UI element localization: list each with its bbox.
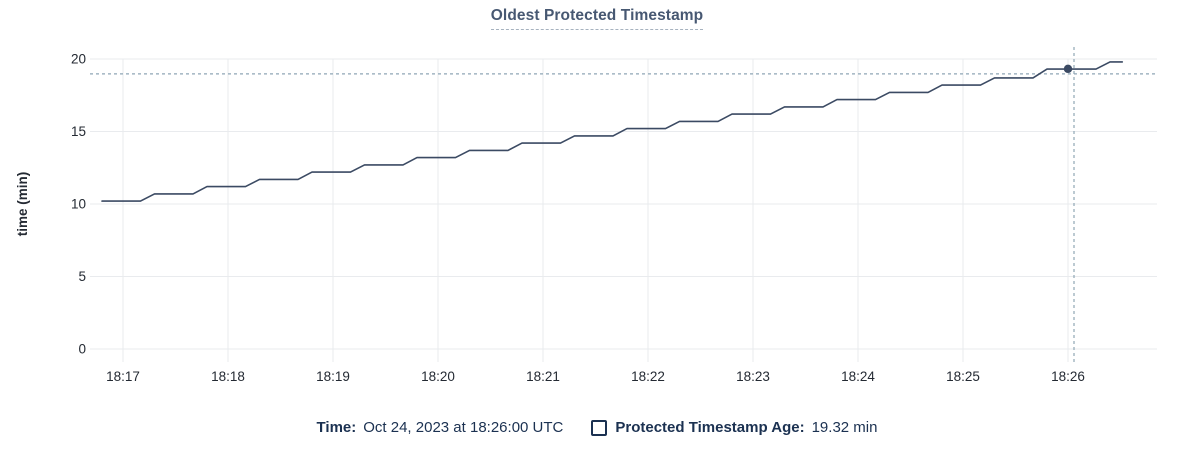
chart-title-row: Oldest Protected Timestamp [0, 7, 1194, 30]
y-tick-label: 20 [71, 52, 86, 67]
x-tick-label: 18:21 [526, 369, 560, 384]
x-tick-label: 18:18 [211, 369, 245, 384]
chart-title[interactable]: Oldest Protected Timestamp [490, 7, 704, 30]
y-tick-label: 15 [71, 124, 86, 139]
y-tick-label: 5 [78, 269, 86, 284]
chart-tooltip-legend: Time: Oct 24, 2023 at 18:26:00 UTC Prote… [0, 419, 1194, 436]
hover-point-dot [1063, 64, 1073, 74]
x-tick-label: 18:26 [1051, 369, 1085, 384]
x-tick-label: 18:20 [421, 369, 455, 384]
time-value: Oct 24, 2023 at 18:26:00 UTC [363, 419, 564, 436]
series-value: 19.32 min [811, 419, 878, 436]
series-readout: Protected Timestamp Age: 19.32 min [591, 419, 877, 436]
time-label: Time: [316, 419, 357, 436]
x-tick-label: 18:22 [631, 369, 665, 384]
series-line [101, 61, 1124, 202]
series-label: Protected Timestamp Age: [615, 419, 805, 436]
y-tick-label: 10 [71, 197, 86, 212]
x-tick-label: 18:17 [106, 369, 140, 384]
chart-canvas[interactable]: 0 5 10 15 20 18:17 18:18 18:19 18:20 18:21 18:22 18… [0, 0, 1194, 400]
x-tick-label: 18:25 [946, 369, 980, 384]
y-tick-label: 0 [78, 342, 86, 357]
x-tick-label: 18:24 [841, 369, 875, 384]
y-axis-title: time (min) [15, 172, 30, 237]
series-legend-checkbox[interactable] [591, 419, 608, 436]
time-readout: Time: Oct 24, 2023 at 18:26:00 UTC [317, 419, 564, 436]
x-tick-label: 18:19 [316, 369, 350, 384]
x-tick-label: 18:23 [736, 369, 770, 384]
